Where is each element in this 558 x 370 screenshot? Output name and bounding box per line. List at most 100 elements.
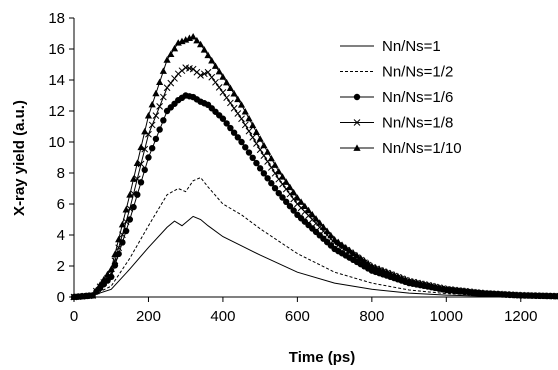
y-tick-label: 0	[57, 289, 65, 306]
data-point	[379, 266, 387, 274]
data-point	[170, 44, 179, 52]
data-point	[156, 102, 163, 110]
y-tick-label: 8	[57, 165, 65, 182]
data-point	[107, 265, 115, 272]
data-point	[241, 121, 249, 129]
data-point	[268, 180, 275, 187]
legend-item: Nn/Ns=1/6	[340, 89, 453, 106]
legend-label: Nn/Ns=1	[382, 38, 441, 55]
data-point	[327, 231, 335, 239]
data-point	[278, 173, 287, 180]
x-tick-label: 200	[136, 308, 161, 325]
y-tick-label: 2	[57, 258, 65, 275]
data-point	[241, 108, 249, 115]
series-line	[73, 176, 558, 298]
data-point	[237, 101, 246, 108]
data-point	[212, 78, 219, 86]
data-point	[334, 238, 342, 246]
data-point	[156, 126, 163, 133]
data-point	[312, 215, 320, 222]
data-point	[394, 272, 402, 280]
data-point	[338, 241, 346, 248]
legend-item: Nn/Ns=1	[340, 38, 441, 55]
data-point	[163, 84, 171, 92]
data-point	[349, 249, 357, 256]
data-point	[267, 154, 275, 162]
data-point	[398, 274, 406, 281]
data-point	[141, 166, 148, 174]
x-tick-label: 1200	[504, 308, 537, 325]
x-axis-title: Time (ps)	[289, 349, 355, 366]
data-point	[148, 121, 156, 129]
data-point	[137, 160, 145, 168]
series-2	[73, 176, 558, 298]
legend-item: Nn/Ns=1/8	[340, 115, 453, 132]
series-3	[70, 92, 558, 301]
data-point	[271, 161, 279, 168]
data-point	[152, 112, 160, 120]
data-point	[92, 286, 100, 294]
data-point	[234, 95, 242, 103]
y-tick-label: 10	[48, 134, 65, 151]
data-point	[126, 216, 134, 223]
data-point	[360, 257, 368, 264]
data-point	[223, 78, 231, 86]
data-point	[204, 68, 212, 76]
data-point	[401, 275, 409, 283]
data-point	[290, 207, 297, 214]
data-point	[353, 251, 361, 259]
legend-label: Nn/Ns=1/8	[382, 115, 453, 132]
data-point	[219, 115, 227, 122]
data-point	[115, 235, 123, 243]
data-point	[286, 183, 294, 191]
data-point	[319, 223, 328, 230]
data-point	[159, 67, 167, 74]
data-point	[264, 175, 271, 182]
y-tick-label: 6	[57, 196, 65, 213]
data-point	[200, 70, 208, 78]
data-point	[152, 89, 160, 97]
data-point	[141, 127, 149, 135]
data-point	[219, 73, 227, 80]
data-point	[331, 236, 339, 243]
data-point	[345, 246, 354, 254]
data-point	[167, 79, 175, 87]
data-point	[279, 194, 286, 201]
data-point	[253, 159, 260, 167]
data-point	[238, 115, 245, 123]
data-point	[386, 269, 395, 277]
data-point	[227, 124, 234, 132]
data-point	[230, 90, 238, 97]
data-point	[200, 46, 208, 53]
data-point	[275, 167, 283, 175]
data-point	[316, 219, 324, 226]
data-point	[252, 128, 261, 135]
data-point	[245, 114, 253, 122]
data-point	[286, 202, 294, 210]
data-point	[211, 62, 220, 69]
data-point	[227, 99, 234, 107]
y-tick-label: 14	[48, 72, 65, 89]
data-point	[204, 51, 212, 59]
legend-label: Nn/Ns=1/6	[382, 89, 453, 106]
data-point	[196, 40, 205, 48]
data-point	[371, 263, 380, 271]
data-point	[144, 112, 153, 119]
data-point	[290, 195, 298, 203]
data-point	[122, 205, 130, 213]
y-tick-label: 16	[48, 41, 65, 58]
data-point	[357, 254, 365, 261]
data-point	[189, 33, 197, 40]
legend-marker	[353, 119, 361, 126]
data-point	[148, 100, 156, 108]
series-line	[73, 36, 558, 298]
data-point	[171, 75, 178, 82]
data-point	[290, 188, 298, 196]
data-point	[215, 67, 223, 75]
data-point	[323, 227, 331, 235]
data-point	[129, 175, 138, 182]
data-point	[156, 78, 164, 86]
data-point	[234, 134, 242, 141]
data-point	[249, 133, 257, 141]
